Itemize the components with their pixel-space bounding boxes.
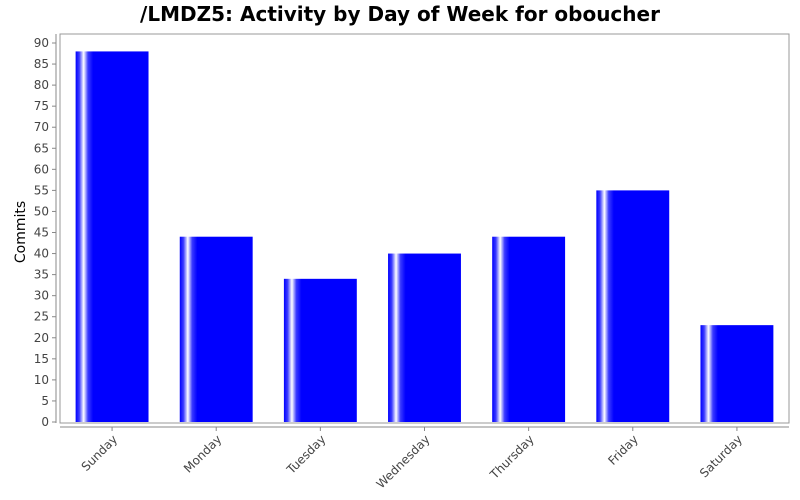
bar-friday: [596, 190, 670, 422]
y-axis-label: Commits: [13, 201, 29, 263]
bar-monday: [179, 236, 253, 422]
bar-tuesday: [283, 278, 357, 422]
y-tick-label: 50: [34, 204, 49, 218]
bar-thursday: [492, 236, 566, 422]
y-tick-label: 75: [34, 99, 49, 113]
bar-saturday: [700, 325, 774, 422]
y-axis: 0 5 10 15 20 25 30 35 40 45 50 55 60 65 70 75 80 85 90: [34, 34, 57, 429]
chart-title: /LMDZ5: Activity by Day of Week for obou…: [140, 2, 660, 26]
y-tick-label: 35: [34, 268, 49, 282]
x-axis: Sunday Monday Tuesday Wednesday Thursday Frid…: [60, 426, 789, 491]
y-tick-label: 5: [41, 394, 49, 408]
bar-sunday: [75, 51, 149, 423]
y-tick-label: 70: [34, 120, 49, 134]
y-tick-label: 60: [34, 162, 49, 176]
y-tick-label: 80: [34, 78, 49, 92]
y-tick-label: 25: [34, 310, 49, 324]
y-tick-label: 30: [34, 289, 49, 303]
y-tick-label: 65: [34, 141, 49, 155]
y-tick-label: 40: [34, 247, 49, 261]
x-tick-label: Sunday: [79, 432, 121, 474]
x-tick-label: Tuesday: [283, 432, 328, 477]
x-tick-label: Wednesday: [374, 432, 433, 491]
x-tick-label: Thursday: [487, 432, 537, 482]
bars: [75, 51, 774, 423]
y-tick-label: 55: [34, 183, 49, 197]
y-tick-label: 90: [34, 36, 49, 50]
y-tick-label: 15: [34, 352, 49, 366]
bar-wednesday: [388, 253, 461, 422]
y-tick-label: 20: [34, 331, 49, 345]
x-tick-label: Friday: [605, 432, 641, 468]
y-tick-label: 10: [34, 373, 49, 387]
y-tick-label: 85: [34, 57, 49, 71]
x-tick-label: Monday: [181, 432, 224, 475]
x-tick-label: Saturday: [697, 432, 745, 480]
y-tick-label: 0: [41, 415, 49, 429]
y-tick-label: 45: [34, 226, 49, 240]
